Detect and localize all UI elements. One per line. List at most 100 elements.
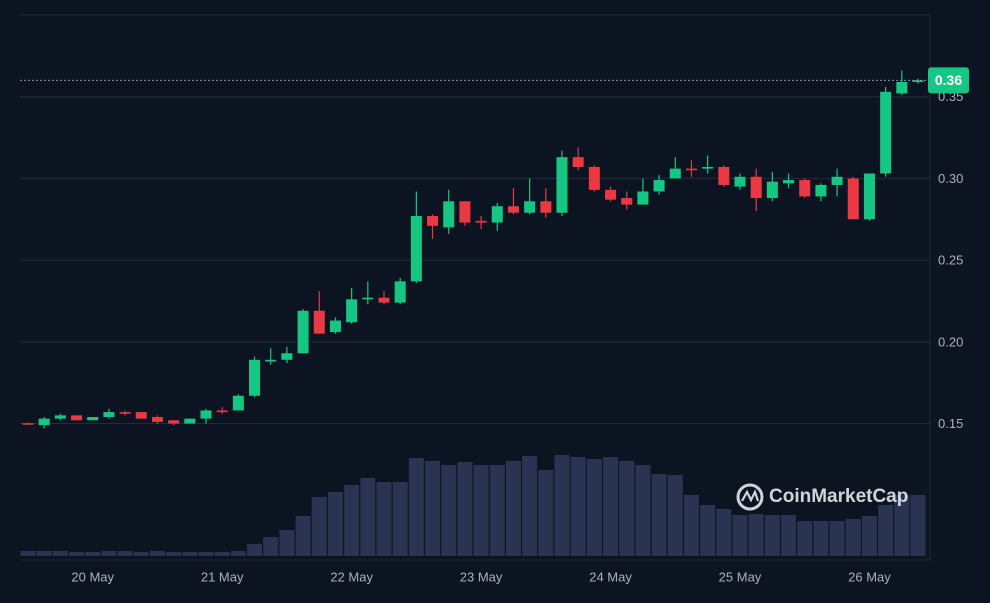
candle-body (151, 417, 163, 422)
candle-body (637, 191, 649, 205)
volume-bar (295, 516, 311, 556)
volume-bar (716, 509, 732, 556)
volume-bar (182, 552, 198, 556)
volume-bar (52, 551, 68, 556)
volume-bar (457, 462, 473, 556)
volume-bar (311, 497, 327, 556)
candle-body (702, 166, 714, 169)
volume-bar (230, 551, 246, 556)
volume-bar (473, 465, 489, 556)
candle-body (475, 220, 487, 223)
candle-body (362, 297, 374, 300)
candle-body (394, 281, 406, 303)
candle-body (669, 168, 681, 179)
y-tick-label: 0.20 (938, 334, 963, 349)
candle-body (588, 166, 600, 190)
volume-bar (651, 474, 667, 556)
volume-bar (748, 514, 764, 556)
volume-bar (247, 544, 263, 556)
candle-body (750, 176, 762, 199)
candle-body (507, 206, 519, 213)
candle-body (313, 310, 325, 334)
candle-body (232, 395, 244, 411)
candle-body (491, 206, 503, 223)
candle-body (346, 299, 358, 323)
candle-body (200, 410, 212, 419)
candle-body (329, 320, 341, 333)
candle-body (540, 201, 552, 213)
candle-body (524, 201, 536, 213)
volume-bar (20, 551, 36, 556)
volume-bar (667, 475, 683, 556)
volume-bar (603, 457, 619, 556)
candle-body (87, 417, 99, 421)
volume-bar (813, 521, 829, 556)
volume-bar (69, 552, 85, 556)
volume-bar (263, 537, 279, 556)
volume-bar (117, 551, 133, 556)
candle-body (685, 168, 697, 171)
candle-body (847, 178, 859, 220)
candle-body (54, 415, 66, 419)
volume-bar (214, 552, 230, 556)
candle-body (443, 201, 455, 228)
volume-bar (327, 492, 343, 556)
candle-body (783, 180, 795, 184)
volume-bar (861, 516, 877, 556)
x-tick-label: 26 May (848, 569, 891, 584)
candle-body (184, 418, 196, 424)
volume-bar (538, 470, 554, 556)
watermark-logo (736, 483, 764, 511)
candle-body (734, 176, 746, 187)
last-price-badge (928, 67, 969, 94)
candle-body (880, 91, 892, 174)
volume-bar (166, 552, 182, 556)
x-tick-label: 20 May (71, 569, 114, 584)
candle-body (265, 359, 277, 362)
volume-bar (149, 551, 165, 556)
volume-layer (20, 455, 926, 556)
candle-body (621, 198, 633, 205)
candle-body (815, 184, 827, 197)
candle-body (22, 423, 34, 425)
watermark-logo (741, 489, 760, 503)
volume-bar (910, 495, 926, 556)
candle-body (378, 297, 390, 303)
candle-body (831, 176, 843, 185)
candle-body (119, 412, 131, 414)
candle-body (459, 201, 471, 223)
x-tick-label: 21 May (201, 569, 244, 584)
x-tick-label: 25 May (719, 569, 762, 584)
candle-body (572, 157, 584, 167)
volume-bar (344, 485, 360, 556)
volume-bar (845, 519, 861, 556)
volume-bar (489, 465, 505, 556)
x-tick-label: 22 May (330, 569, 373, 584)
watermark-text: CoinMarketCap (769, 486, 908, 507)
volume-bar (570, 457, 586, 556)
volume-bar (700, 505, 716, 556)
candle-body (799, 180, 811, 197)
volume-bar (133, 552, 149, 556)
volume-bar (554, 455, 570, 556)
candle-body (766, 181, 778, 199)
volume-bar (894, 495, 910, 556)
volume-bar (619, 461, 635, 556)
volume-bar (408, 458, 424, 556)
candle-body (38, 418, 50, 426)
volume-bar (797, 521, 813, 556)
candle-layer (22, 70, 924, 429)
volume-bar (505, 461, 521, 556)
x-tick-label: 24 May (589, 569, 632, 584)
volume-bar (85, 552, 101, 556)
volume-bar (635, 465, 651, 556)
candle-body (281, 353, 293, 360)
candle-body (912, 80, 924, 83)
candle-body (653, 180, 665, 192)
volume-bar (732, 515, 748, 556)
candle-body (168, 420, 180, 424)
volume-bar (376, 482, 392, 556)
